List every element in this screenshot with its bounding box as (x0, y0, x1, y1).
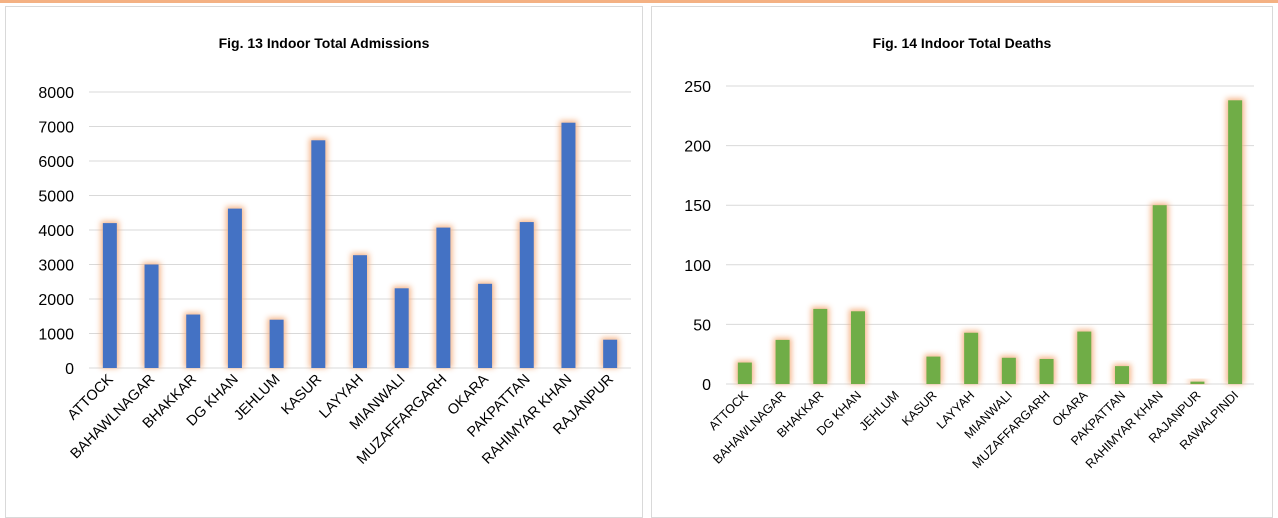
bar-kasur (311, 140, 326, 368)
y-tick-label: 150 (684, 198, 711, 215)
y-tick-label: 0 (65, 361, 74, 378)
x-category-label: JEHLUM (231, 372, 283, 424)
bar-rawalpindi (1228, 100, 1243, 384)
bar-pakpattan (1115, 366, 1129, 384)
x-category-label: JEHLUM (857, 388, 902, 433)
bar-muzaffargarh (1039, 358, 1054, 384)
bar-jehlum (269, 319, 284, 368)
deaths-bar-chart: Fig. 14 Indoor Total Deaths 0 50 100 150 200 2… (684, 35, 1254, 471)
bar-muzaffargarh (436, 227, 451, 368)
bar-attock (737, 362, 752, 384)
bar-dg-khan (227, 208, 242, 368)
bar-mianwali (1001, 357, 1016, 384)
chart-title: Fig. 13 Indoor Total Admissions (219, 35, 430, 51)
bar-kasur (926, 356, 941, 384)
y-tick-label: 250 (684, 79, 711, 96)
y-tick-label: 1000 (38, 327, 74, 344)
y-tick-label: 8000 (38, 85, 74, 102)
top-accent-line (0, 0, 1278, 3)
bar-okara (478, 283, 493, 368)
y-tick-label: 100 (684, 258, 711, 275)
y-tick-label: 2000 (38, 292, 74, 309)
bar-okara (1077, 331, 1092, 384)
chart-panel-admissions: Fig. 13 Indoor Total Admissions 0 1000 2000… (5, 6, 643, 518)
y-tick-label: 4000 (38, 223, 74, 240)
bar-mianwali (394, 288, 409, 368)
bar-rahimyar-khan (1152, 205, 1167, 384)
y-tick-label: 200 (684, 139, 711, 156)
bar-bhakkar (186, 314, 201, 368)
bar-bahawlnagar (144, 264, 159, 368)
chart-panel-deaths: Fig. 14 Indoor Total Deaths 0 50 100 150 200 2… (651, 6, 1273, 518)
y-tick-label: 3000 (38, 258, 74, 275)
y-tick-label: 50 (693, 317, 711, 334)
bar-bahawlnagar (775, 339, 790, 384)
bar-pakpattan (519, 222, 534, 368)
bar-dg-khan (851, 311, 865, 384)
bar-layyah (964, 332, 979, 384)
bar-rajanpur (1190, 381, 1205, 384)
y-tick-label: 6000 (38, 154, 74, 171)
y-tick-label: 0 (702, 377, 711, 394)
bar-rahimyar-khan (561, 122, 576, 368)
y-tick-label: 5000 (38, 189, 74, 206)
y-tick-label: 7000 (38, 120, 74, 137)
bar-attock (102, 223, 117, 368)
bar-rajanpur (603, 339, 618, 368)
bar-layyah (353, 255, 367, 368)
chart-title: Fig. 14 Indoor Total Deaths (873, 35, 1052, 51)
bar-bhakkar (813, 308, 828, 384)
admissions-bar-chart: Fig. 13 Indoor Total Admissions 0 1000 2000… (38, 35, 631, 468)
